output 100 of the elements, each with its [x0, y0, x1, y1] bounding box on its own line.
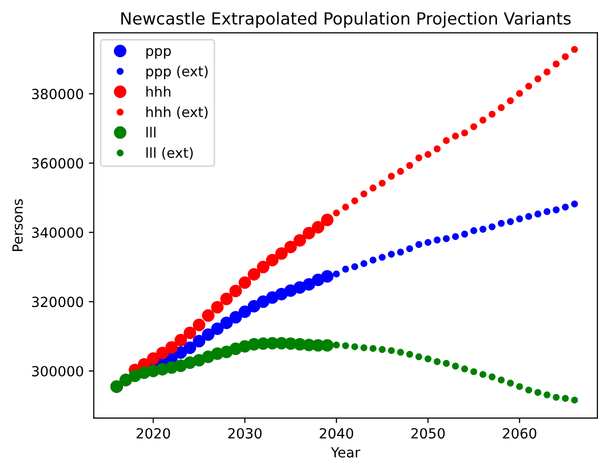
point	[388, 250, 395, 258]
y-tick-label: 360000	[32, 158, 84, 169]
point	[312, 220, 324, 234]
point	[406, 350, 414, 358]
point	[370, 344, 377, 352]
point	[378, 254, 386, 261]
point	[488, 110, 496, 118]
point	[415, 241, 422, 248]
point	[248, 268, 260, 281]
point	[332, 270, 340, 278]
point	[434, 358, 441, 366]
point	[248, 300, 260, 312]
point	[498, 104, 505, 112]
point	[342, 204, 350, 211]
point	[571, 46, 578, 53]
y-tick-label: 320000	[32, 296, 84, 308]
point	[571, 396, 578, 404]
point	[442, 235, 450, 242]
point	[184, 326, 196, 340]
point	[571, 200, 578, 208]
point	[415, 154, 422, 162]
y-tick-label: 340000	[32, 227, 84, 238]
x-tick-label: 2050	[411, 428, 445, 439]
x-tick-label: 2030	[228, 428, 262, 439]
point	[192, 334, 206, 348]
point	[415, 353, 422, 360]
x-tick-label: 2020	[136, 428, 170, 439]
point	[378, 346, 386, 353]
point	[256, 295, 270, 308]
point	[184, 342, 196, 354]
point	[525, 212, 532, 220]
point	[552, 60, 560, 68]
point	[321, 214, 334, 226]
point	[156, 346, 169, 360]
point	[506, 380, 514, 387]
point	[302, 278, 316, 291]
point	[479, 116, 486, 124]
point	[544, 391, 551, 398]
point	[360, 344, 368, 352]
point	[342, 342, 350, 350]
legend-label: ppp	[146, 48, 171, 59]
point	[452, 132, 459, 140]
point	[238, 305, 252, 318]
point	[332, 210, 340, 216]
point	[211, 322, 224, 335]
point	[229, 284, 242, 298]
point	[256, 260, 270, 274]
y-axis-title: Persons	[12, 199, 23, 252]
point	[360, 190, 368, 198]
point	[202, 309, 214, 322]
point	[147, 352, 160, 365]
point	[406, 162, 414, 169]
x-axis-title: Year	[330, 447, 360, 458]
legend-label: hhh (ext)	[146, 106, 208, 119]
point	[442, 360, 450, 367]
point	[534, 210, 542, 218]
point	[506, 97, 514, 104]
point	[552, 206, 560, 214]
point	[370, 256, 377, 264]
point	[506, 218, 514, 226]
point	[434, 145, 441, 152]
point	[284, 240, 297, 254]
point	[360, 260, 368, 268]
point	[238, 276, 252, 289]
point	[174, 334, 187, 346]
point	[351, 343, 358, 350]
legend-label: lll (ext)	[146, 147, 193, 160]
point	[351, 263, 358, 270]
point	[370, 184, 377, 192]
point	[544, 68, 551, 76]
point	[397, 168, 404, 175]
point	[562, 204, 569, 211]
point	[434, 236, 441, 244]
point	[470, 368, 478, 376]
point	[424, 238, 432, 246]
point	[442, 137, 450, 144]
point	[479, 370, 486, 378]
point	[516, 383, 524, 390]
point	[488, 373, 496, 380]
point	[192, 318, 206, 332]
point	[461, 129, 468, 136]
point	[525, 82, 532, 90]
y-tick-label: 300000	[32, 366, 84, 376]
legend-label: ppp (ext)	[146, 66, 208, 80]
point	[397, 248, 404, 256]
point	[516, 90, 524, 97]
point	[388, 347, 395, 354]
point	[488, 223, 496, 230]
chart-title: Newcastle Extrapolated Population Projection Variants	[121, 12, 571, 28]
point	[165, 341, 178, 354]
y-tick-label: 380000	[32, 88, 84, 100]
point	[332, 342, 340, 348]
point	[424, 355, 432, 362]
point	[479, 226, 486, 233]
point	[498, 220, 505, 227]
legend-label: lll	[146, 126, 156, 138]
point	[294, 234, 306, 247]
point	[562, 394, 569, 402]
point	[534, 388, 542, 396]
point	[351, 197, 358, 204]
